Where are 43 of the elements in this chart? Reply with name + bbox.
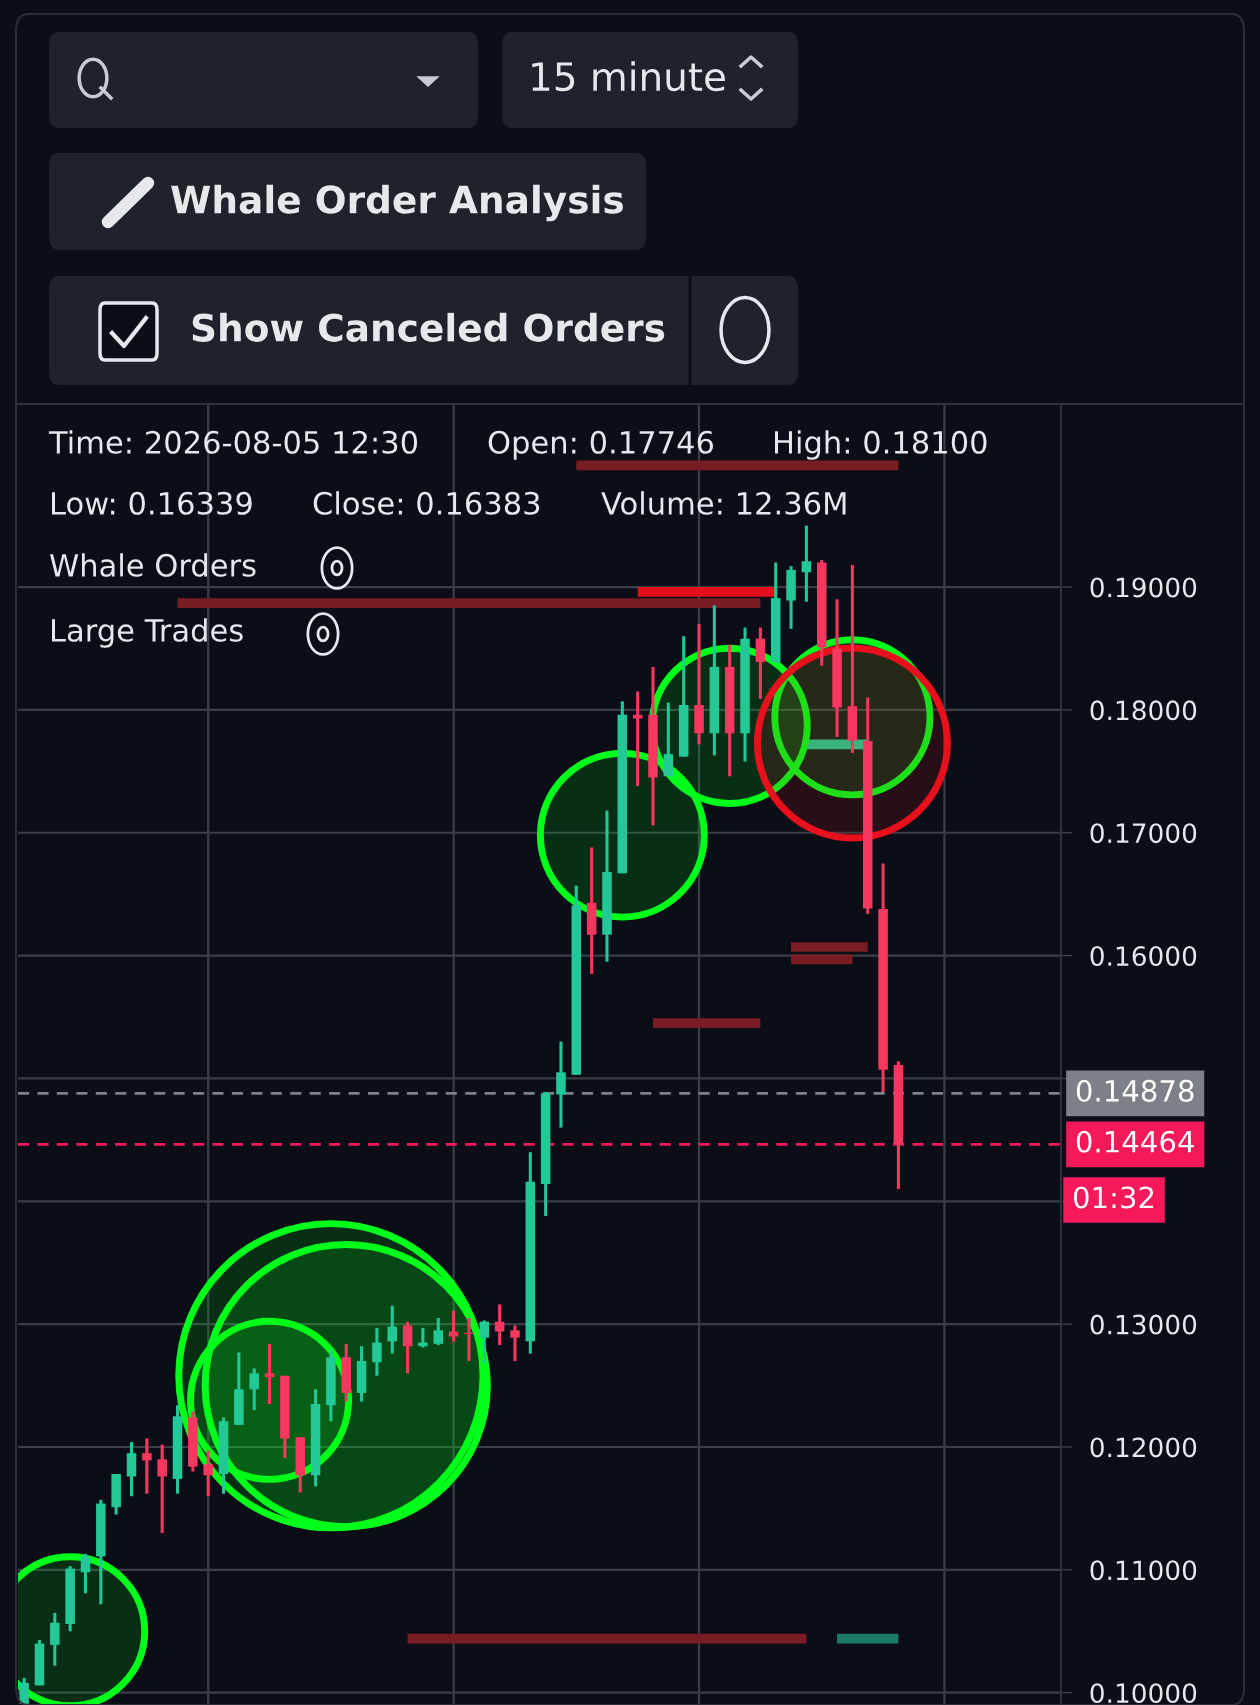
annotation: Low: 0.16339	[52, 491, 252, 515]
y-tick-label: 0.11000	[1090, 1560, 1197, 1581]
ref-line-label: 0.14878	[1076, 1079, 1194, 1102]
annotation: Time: 2026-08-05 12:30	[48, 430, 418, 454]
candlestick	[80, 1552, 91, 1595]
candlestick	[494, 1304, 505, 1347]
candlestick	[264, 1342, 275, 1405]
candlestick	[479, 1320, 490, 1364]
y-tick-label: 0.18000	[1090, 700, 1197, 721]
annotation: Open: 0.17746	[488, 430, 714, 460]
candlestick	[126, 1442, 137, 1498]
candlestick	[402, 1321, 413, 1374]
candlestick	[157, 1444, 167, 1534]
candlestick	[142, 1438, 152, 1494]
text: Whale Order Analysis	[171, 184, 623, 222]
text: 15 minute	[532, 61, 725, 92]
y-tick-label: 0.19000	[1090, 577, 1197, 598]
candlestick	[755, 627, 766, 699]
annotation: Large Trades	[52, 618, 243, 648]
annotation: High: 0.18100	[775, 430, 987, 460]
candlestick	[387, 1305, 398, 1354]
candlestick	[510, 1325, 520, 1362]
annotation: Close: 0.16383	[313, 491, 540, 515]
candlestick	[433, 1318, 444, 1347]
y-tick-label: 0.13000	[1090, 1314, 1197, 1335]
y-tick-label: 0.17000	[1090, 823, 1197, 844]
candlestick	[249, 1368, 259, 1412]
candlestick	[663, 702, 674, 777]
annotation: Whale Orders	[50, 553, 256, 577]
candlestick	[50, 1611, 60, 1666]
ref-line-label: 0.14464	[1076, 1130, 1194, 1153]
candlestick	[372, 1326, 382, 1376]
y-tick-label: 0.10000	[1090, 1683, 1197, 1704]
candlestick	[19, 1677, 29, 1704]
candlestick	[203, 1450, 213, 1498]
candlestick	[556, 1041, 566, 1128]
candlestick	[632, 691, 643, 788]
annotation: Volume: 12.36M	[601, 491, 846, 515]
y-tick-label: 0.16000	[1090, 946, 1197, 967]
candlestick	[801, 525, 812, 602]
text: 01:32	[1073, 1186, 1154, 1209]
text: Show Canceled Orders	[192, 312, 665, 342]
y-tick-label: 0.12000	[1090, 1437, 1197, 1458]
